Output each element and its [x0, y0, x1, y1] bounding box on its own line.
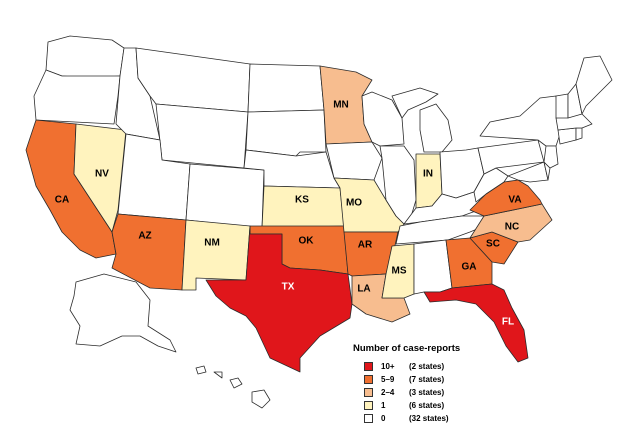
- state-wi: [361, 91, 405, 147]
- legend-swatch: [364, 362, 373, 371]
- legend-item: 1 (6 states): [352, 399, 542, 412]
- state-sd: [245, 109, 327, 157]
- map-legend: Number of case-reports 10+ (2 states) 5–…: [352, 343, 542, 425]
- legend-count: (6 states): [409, 401, 445, 410]
- legend-swatch: [364, 401, 373, 410]
- state-wa: [45, 35, 125, 79]
- label-nc: NC: [505, 222, 519, 233]
- label-fl: FL: [502, 317, 514, 328]
- legend-range: 0: [381, 414, 386, 423]
- state-ct: [557, 127, 577, 145]
- state-co: [185, 163, 265, 229]
- state-nd: [247, 63, 325, 113]
- label-mn: MN: [333, 100, 349, 111]
- label-ca: CA: [55, 195, 69, 206]
- legend-title: Number of case-reports: [353, 343, 461, 354]
- label-nv: NV: [95, 169, 109, 180]
- label-sc: SC: [486, 239, 500, 250]
- state-nc: [469, 203, 553, 243]
- state-ri: [575, 127, 583, 141]
- state-mi: [391, 87, 453, 153]
- state-ny: [479, 95, 561, 147]
- state-me: [575, 55, 613, 115]
- legend-swatch: [364, 414, 373, 423]
- legend-count: (2 states): [409, 362, 445, 371]
- legend-count: (7 states): [409, 375, 445, 384]
- state-pa: [477, 139, 545, 175]
- state-or: [33, 69, 121, 125]
- state-ia: [325, 141, 383, 181]
- state-nm: [181, 219, 251, 291]
- legend-item: 2–4 (3 states): [352, 386, 542, 399]
- state-ga: [445, 237, 493, 289]
- state-hi: [195, 365, 271, 409]
- label-az: AZ: [138, 231, 151, 242]
- state-ak: [69, 273, 177, 353]
- legend-range: 2–4: [381, 388, 395, 397]
- state-nv: [73, 123, 127, 233]
- label-va: VA: [508, 195, 521, 206]
- legend-range: 10+: [381, 362, 395, 371]
- legend-item: 10+ (2 states): [352, 360, 542, 373]
- legend-count: (32 states): [409, 414, 449, 423]
- state-tx: [205, 225, 353, 373]
- state-fl: [423, 283, 529, 363]
- label-ar: AR: [358, 240, 373, 251]
- legend-count: (3 states): [409, 388, 445, 397]
- label-ga: GA: [462, 262, 477, 273]
- state-ks: [261, 185, 345, 229]
- label-mo: MO: [346, 198, 362, 209]
- state-al: [413, 239, 453, 295]
- label-in: IN: [423, 169, 433, 180]
- legend-range: 1: [381, 401, 386, 410]
- label-ks: KS: [295, 195, 309, 206]
- state-nj: [543, 145, 559, 169]
- state-wy: [155, 103, 249, 169]
- label-nm: NM: [204, 238, 220, 249]
- legend-swatch: [364, 375, 373, 384]
- label-ms: MS: [392, 266, 407, 277]
- label-tx: TX: [282, 282, 295, 293]
- state-md: [507, 161, 549, 183]
- label-ok: OK: [299, 236, 315, 247]
- legend-item: 0 (32 states): [352, 412, 542, 425]
- legend-item: 5–9 (7 states): [352, 373, 542, 386]
- state-mt: [135, 47, 251, 113]
- state-vt: [555, 93, 569, 119]
- legend-range: 5–9: [381, 375, 395, 384]
- label-la: LA: [357, 284, 370, 295]
- legend-swatch: [364, 388, 373, 397]
